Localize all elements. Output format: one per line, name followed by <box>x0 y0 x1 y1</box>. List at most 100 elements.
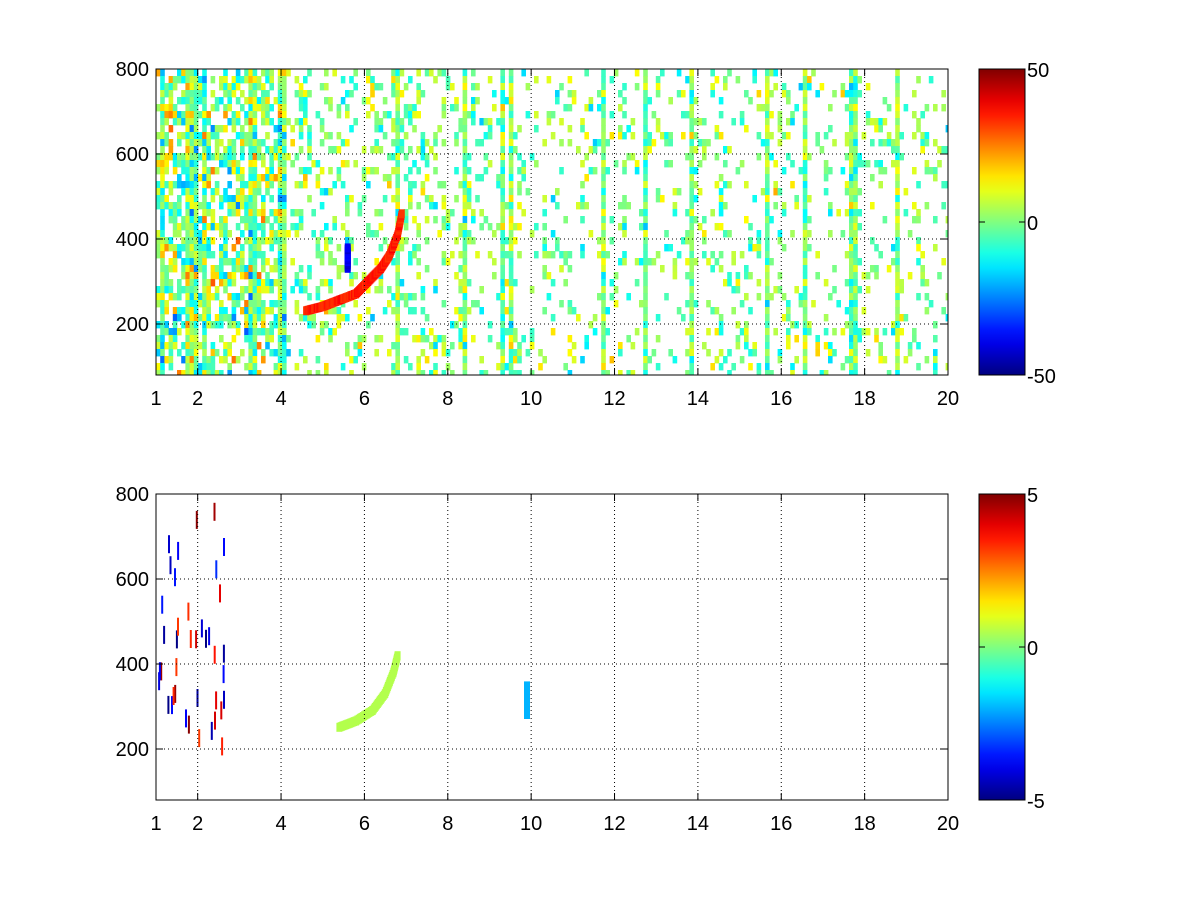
heatmap-cell <box>174 684 177 703</box>
heatmap-cell <box>597 251 602 259</box>
heatmap-cell <box>899 328 904 336</box>
heatmap-cell <box>273 230 279 238</box>
heatmap-cell <box>853 342 858 350</box>
heatmap-cell <box>567 300 573 308</box>
heatmap-cell <box>878 356 883 364</box>
heatmap-cell <box>319 118 325 126</box>
heatmap-cell <box>252 174 258 182</box>
heatmap-cell <box>605 167 610 175</box>
heatmap-cell <box>521 69 526 77</box>
heatmap-cell <box>252 195 258 203</box>
heatmap-cell <box>202 104 207 112</box>
heatmap-cell <box>374 209 379 217</box>
heatmap-cell <box>227 97 232 105</box>
heatmap-cell <box>206 118 211 126</box>
heatmap-cell <box>261 300 266 308</box>
heatmap-cell <box>538 363 543 371</box>
heatmap-cell <box>802 104 808 112</box>
heatmap-cell <box>181 356 186 364</box>
heatmap-cell <box>214 321 220 329</box>
heatmap-cell <box>193 160 199 168</box>
heatmap-cell <box>651 349 657 357</box>
heatmap-cell <box>618 104 623 112</box>
heatmap-cell <box>370 146 375 154</box>
heatmap-cell <box>202 363 207 371</box>
heatmap-cell <box>269 307 274 315</box>
heatmap-cell <box>298 286 304 294</box>
heatmap-cell <box>181 237 186 245</box>
heatmap-cell <box>710 251 715 259</box>
heatmap-cell <box>462 251 468 259</box>
heatmap-cell <box>248 167 253 175</box>
heatmap-cell <box>252 153 258 161</box>
heatmap-cell <box>282 265 287 273</box>
heatmap-cell <box>185 195 190 203</box>
heatmap-cell <box>643 356 648 364</box>
heatmap-cell <box>756 237 762 245</box>
heatmap-cell <box>235 160 241 168</box>
heatmap-cell <box>849 258 854 266</box>
heatmap-cell <box>277 160 283 168</box>
heatmap-cell <box>508 188 514 196</box>
heatmap-cell <box>882 328 888 336</box>
heatmap-cell <box>315 174 321 182</box>
heatmap-cell <box>853 258 858 266</box>
heatmap-cell <box>395 76 400 84</box>
heatmap-cell <box>164 160 169 168</box>
heatmap-cell <box>647 132 652 140</box>
heatmap-cell <box>177 328 182 336</box>
heatmap-cell <box>210 125 216 133</box>
heatmap-cell <box>370 104 375 112</box>
heatmap-cell <box>214 265 220 273</box>
heatmap-cell <box>252 307 258 315</box>
heatmap-cell <box>643 83 648 91</box>
heatmap-cell <box>891 146 896 154</box>
heatmap-cell <box>521 174 526 182</box>
heatmap-cell <box>248 146 253 154</box>
heatmap-cell <box>282 76 287 84</box>
heatmap-cell <box>340 314 346 322</box>
heatmap-cell <box>160 139 165 147</box>
heatmap-cell <box>492 258 497 266</box>
heatmap-cell <box>454 321 459 329</box>
heatmap-cell <box>231 118 237 126</box>
heatmap-cell <box>849 69 854 77</box>
heatmap-cell <box>920 132 925 140</box>
heatmap-cell <box>160 195 165 203</box>
heatmap-cell <box>160 69 165 77</box>
heatmap-cell <box>282 153 287 161</box>
heatmap-cell <box>252 251 258 259</box>
heatmap-cell <box>215 560 218 579</box>
heatmap-cell <box>172 342 178 350</box>
heatmap-cell <box>786 307 791 315</box>
heatmap-cell <box>198 139 203 147</box>
heatmap-cell <box>815 342 820 350</box>
heatmap-cell <box>227 314 232 322</box>
heatmap-cell <box>744 321 749 329</box>
heatmap-cell <box>416 335 421 343</box>
heatmap-cell <box>202 342 207 350</box>
heatmap-cell <box>895 202 900 210</box>
heatmap-cell <box>198 132 203 140</box>
heatmap-cell <box>189 111 195 119</box>
heatmap-cell <box>660 195 665 203</box>
heatmap-cell <box>865 111 871 119</box>
heatmap-cell <box>567 370 573 375</box>
heatmap-cell <box>601 314 606 322</box>
heatmap-cell <box>240 244 245 252</box>
heatmap-cell <box>445 363 451 371</box>
heatmap-cell <box>807 76 812 84</box>
heatmap-cell <box>240 132 245 140</box>
heatmap-cell <box>160 349 165 357</box>
heatmap-cell <box>248 265 253 273</box>
heatmap-cell <box>849 321 854 329</box>
heatmap-cell <box>361 363 367 371</box>
heatmap-cell <box>298 181 304 189</box>
heatmap-cell <box>219 76 224 84</box>
heatmap-cell <box>643 125 648 133</box>
heatmap-cell <box>802 139 808 147</box>
heatmap-cell <box>853 174 858 182</box>
heatmap-cell <box>445 349 451 357</box>
heatmap-cell <box>319 202 325 210</box>
heatmap-cell <box>328 286 333 294</box>
